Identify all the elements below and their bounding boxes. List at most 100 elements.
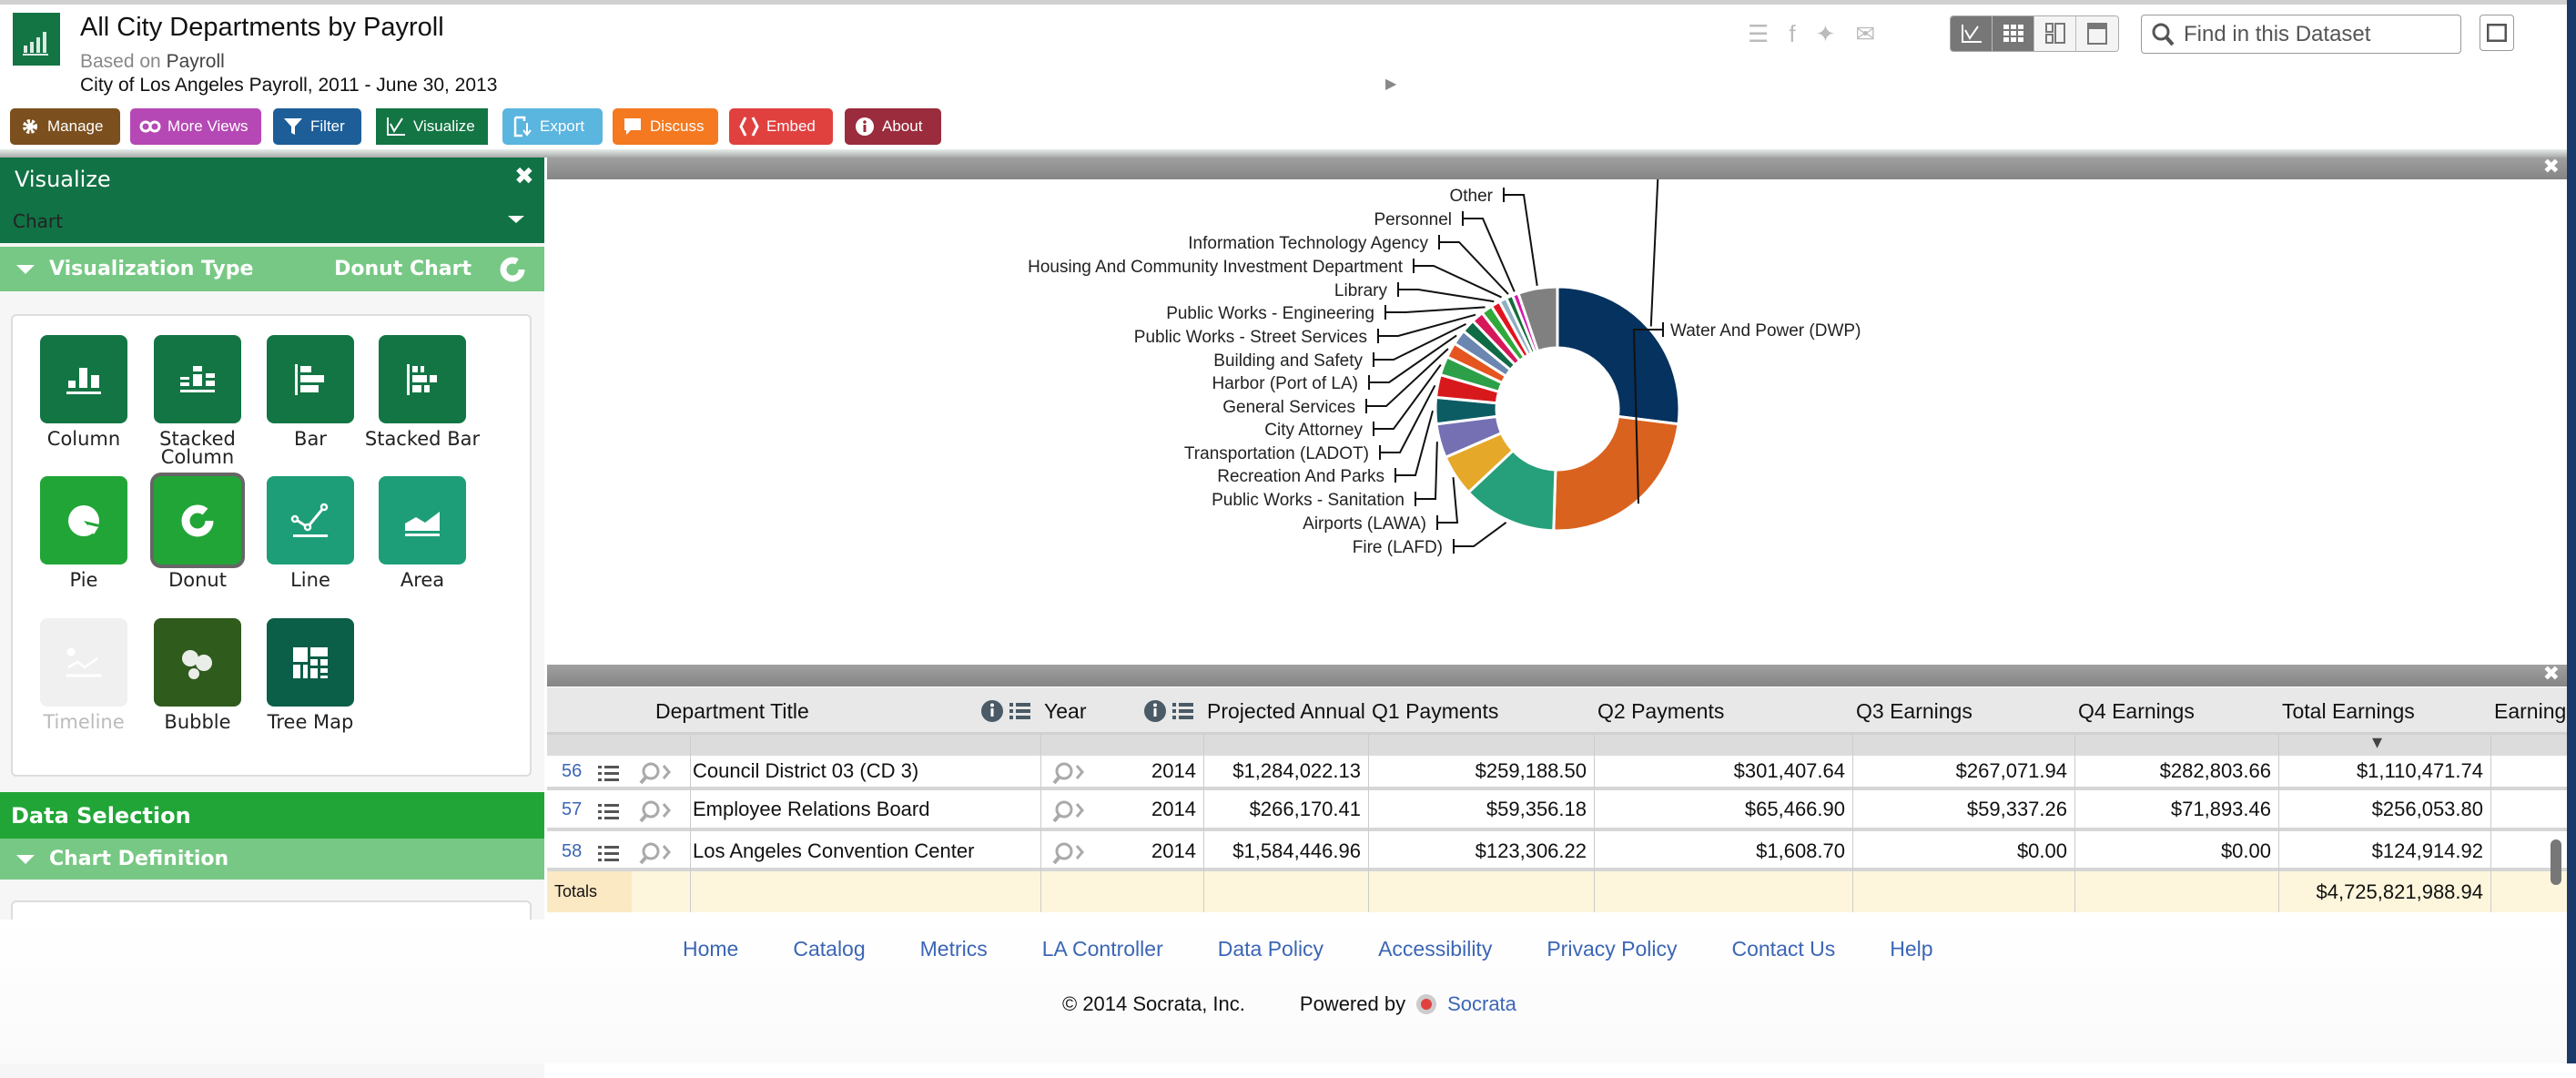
sidebar-view-button[interactable] [2034, 16, 2076, 51]
cell-expand-icon[interactable] [1051, 761, 1088, 785]
viz-type-column[interactable] [40, 335, 127, 423]
grid-view-button[interactable] [1993, 16, 2034, 51]
table-cell[interactable]: 2014 [1151, 798, 1196, 820]
embed-button[interactable]: Embed [729, 108, 833, 145]
table-cell[interactable]: $266,170.41 [1249, 798, 1361, 820]
table-cell[interactable]: $1,284,022.13 [1232, 759, 1361, 782]
table-row[interactable]: 58 Los Angeles Convention Center 2014 $1,58… [547, 835, 2567, 871]
table-cell[interactable]: $301,407.64 [1733, 759, 1845, 782]
row-menu-icon[interactable] [598, 802, 620, 820]
column-header[interactable]: Total Earnings [2282, 698, 2415, 723]
table-cell[interactable]: $65,466.90 [1744, 798, 1845, 820]
table-cell[interactable]: $0.00 [2016, 839, 2067, 862]
email-icon[interactable]: ✉ [1855, 20, 1876, 47]
column-header[interactable]: Year [1044, 698, 1087, 723]
search-field[interactable] [2141, 15, 2461, 54]
viz-type-bar[interactable] [267, 335, 354, 423]
column-header[interactable]: Q2 Payments [1597, 698, 1725, 723]
viz-type-tree-map[interactable] [267, 618, 354, 707]
viz-type-donut[interactable] [154, 476, 241, 564]
manage-button[interactable]: Manage [10, 108, 120, 145]
table-cell[interactable]: $282,803.66 [2159, 759, 2271, 782]
column-header[interactable]: Q4 Earnings [2078, 698, 2195, 723]
viz-type-area[interactable] [379, 476, 466, 564]
about-button[interactable]: About [845, 108, 941, 145]
table-cell[interactable]: $124,914.92 [2371, 839, 2483, 862]
table-cell[interactable]: 2014 [1151, 759, 1196, 782]
visualize-button[interactable]: Visualize [373, 106, 491, 147]
chart-definition-section[interactable]: Chart Definition [0, 839, 544, 880]
cell-expand-icon[interactable] [1051, 841, 1088, 865]
viz-type-stacked-bar[interactable] [379, 335, 466, 423]
column-header[interactable]: Earnings [2494, 698, 2567, 723]
close-icon[interactable]: ✖ [514, 163, 534, 190]
sort-descending-icon[interactable]: ▾ [2372, 731, 2383, 754]
table-cell[interactable]: $59,356.18 [1486, 798, 1587, 820]
row-expand-icon[interactable] [638, 761, 674, 785]
twitter-icon[interactable]: ✦ [1815, 20, 1836, 47]
footer-link-accessibility[interactable]: Accessibility [1378, 937, 1493, 961]
donut-slice[interactable] [1516, 285, 1559, 353]
column-header[interactable]: Projected Annual Salary [1207, 698, 1368, 723]
donut-slice[interactable] [1556, 285, 1681, 426]
discuss-button[interactable]: Discuss [613, 108, 718, 145]
row-menu-icon[interactable] [598, 844, 620, 862]
table-cell[interactable]: $71,893.46 [2170, 798, 2271, 820]
column-info-menu-icon[interactable] [980, 697, 1033, 725]
viz-type-bubble[interactable] [154, 618, 241, 707]
table-cell[interactable]: Los Angeles Convention Center [693, 839, 975, 862]
row-number[interactable]: 57 [562, 798, 583, 819]
viz-type-stacked-column[interactable] [154, 335, 241, 423]
table-cell[interactable]: $123,306.22 [1475, 839, 1587, 862]
socrata-link[interactable]: Socrata [1447, 992, 1516, 1015]
fullscreen-button[interactable] [2480, 15, 2514, 51]
table-row[interactable]: 57 Employee Relations Board 2014 $266,170.4… [547, 791, 2567, 831]
viz-type-pie[interactable] [40, 476, 127, 564]
table-cell[interactable]: $0.00 [2220, 839, 2271, 862]
grid-scrollbar[interactable] [2551, 839, 2561, 885]
visualization-select[interactable]: Chart [13, 210, 63, 232]
row-number[interactable]: 58 [562, 840, 583, 861]
footer-link-data-policy[interactable]: Data Policy [1217, 937, 1324, 961]
footer-link-home[interactable]: Home [683, 937, 739, 961]
row-expand-icon[interactable] [638, 841, 674, 865]
based-on-link[interactable]: Payroll [166, 51, 225, 72]
row-menu-icon[interactable] [598, 764, 620, 782]
column-info-menu-icon[interactable] [1143, 697, 1196, 725]
viz-type-line[interactable] [267, 476, 354, 564]
table-row[interactable]: 56 Council District 03 (CD 3) 2014 $1,284,0… [547, 756, 2567, 790]
column-header[interactable]: Department Title [655, 698, 809, 723]
table-cell[interactable]: $1,608.70 [1756, 839, 1845, 862]
facebook-icon[interactable]: f [1789, 20, 1796, 47]
expand-arrow-icon[interactable]: ▶ [1385, 75, 1397, 92]
filter-button[interactable]: Filter [273, 108, 361, 145]
table-cell[interactable]: $1,584,446.96 [1232, 839, 1361, 862]
row-expand-icon[interactable] [638, 799, 674, 823]
cell-expand-icon[interactable] [1051, 799, 1088, 823]
close-chart-icon[interactable]: ✖ [2542, 156, 2560, 178]
column-header[interactable]: Q1 Payments [1372, 698, 1499, 723]
rss-icon[interactable]: ☰ [1748, 20, 1770, 47]
table-cell[interactable] [2490, 791, 2567, 828]
footer-link-metrics[interactable]: Metrics [919, 937, 988, 961]
chart-view-button[interactable] [1951, 16, 1993, 51]
table-cell[interactable]: 2014 [1151, 839, 1196, 862]
export-button[interactable]: Export [502, 108, 603, 145]
table-cell[interactable]: Employee Relations Board [693, 798, 930, 820]
table-cell[interactable]: $1,110,471.74 [2356, 759, 2483, 782]
table-cell[interactable]: Council District 03 (CD 3) [693, 759, 919, 782]
table-cell[interactable]: $256,053.80 [2371, 798, 2483, 820]
more-views-button[interactable]: More Views [130, 108, 261, 145]
search-input[interactable] [2184, 21, 2448, 47]
row-number[interactable]: 56 [562, 760, 583, 781]
donut-slice[interactable] [1552, 414, 1680, 533]
page-view-button[interactable] [2076, 16, 2118, 51]
visualization-type-section[interactable]: Visualization Type Donut Chart [0, 247, 544, 291]
table-cell[interactable]: $59,337.26 [1966, 798, 2067, 820]
footer-link-la-controller[interactable]: LA Controller [1041, 937, 1163, 961]
footer-link-help[interactable]: Help [1890, 937, 1933, 961]
chevron-down-icon[interactable] [508, 216, 524, 223]
footer-link-privacy-policy[interactable]: Privacy Policy [1547, 937, 1678, 961]
table-cell[interactable] [2490, 756, 2567, 787]
table-cell[interactable]: $267,071.94 [1955, 759, 2067, 782]
